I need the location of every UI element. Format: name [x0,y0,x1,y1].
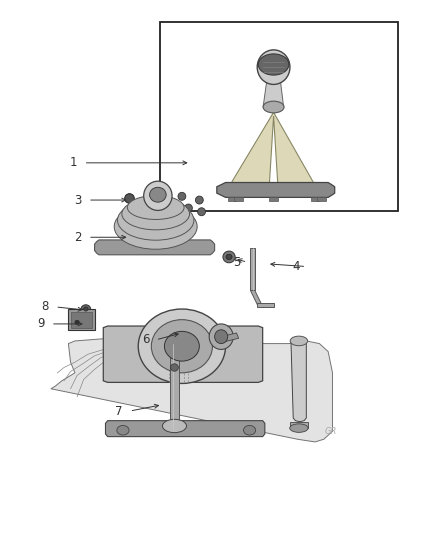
Ellipse shape [170,364,178,371]
Polygon shape [311,197,319,200]
Ellipse shape [164,332,199,361]
Bar [160,22,398,211]
Bar [71,312,92,328]
Ellipse shape [184,204,192,212]
Text: 7: 7 [116,405,123,417]
Text: 5: 5 [233,256,241,269]
Polygon shape [234,197,243,200]
Ellipse shape [125,193,134,203]
Ellipse shape [117,200,194,240]
Ellipse shape [114,204,197,249]
Text: 6: 6 [141,333,149,346]
Polygon shape [290,422,307,428]
Polygon shape [258,303,274,307]
Polygon shape [95,240,215,255]
Polygon shape [251,248,255,290]
Ellipse shape [290,336,307,346]
Polygon shape [232,112,315,188]
Ellipse shape [226,254,232,260]
Ellipse shape [178,192,186,200]
Ellipse shape [198,208,205,216]
Text: 3: 3 [74,193,81,207]
Text: GR: GR [324,427,336,436]
Polygon shape [269,197,278,200]
Ellipse shape [138,309,226,383]
Polygon shape [221,333,239,342]
Ellipse shape [144,181,172,211]
Ellipse shape [117,425,129,435]
Text: 9: 9 [37,318,44,330]
Polygon shape [317,197,326,200]
Text: 8: 8 [41,301,49,313]
Ellipse shape [151,320,212,373]
Bar [68,309,95,330]
Ellipse shape [223,251,235,263]
Polygon shape [106,421,265,437]
Ellipse shape [84,307,88,311]
Ellipse shape [209,324,233,350]
Polygon shape [217,182,335,197]
Ellipse shape [195,196,203,204]
Ellipse shape [290,424,308,432]
Ellipse shape [162,419,187,433]
Ellipse shape [257,50,290,84]
Ellipse shape [263,101,284,113]
Polygon shape [170,344,179,429]
Polygon shape [103,326,263,382]
Ellipse shape [244,425,256,435]
Ellipse shape [81,305,91,313]
Ellipse shape [127,196,184,220]
Text: 4: 4 [292,260,300,273]
Polygon shape [291,340,306,422]
Polygon shape [51,338,332,442]
Polygon shape [263,82,284,107]
Ellipse shape [122,198,190,230]
Polygon shape [228,197,237,200]
Text: 2: 2 [74,231,81,244]
Polygon shape [251,290,262,305]
Ellipse shape [75,320,79,325]
Text: 1: 1 [70,156,77,169]
Ellipse shape [215,330,228,344]
Ellipse shape [258,54,289,75]
Ellipse shape [150,187,166,202]
